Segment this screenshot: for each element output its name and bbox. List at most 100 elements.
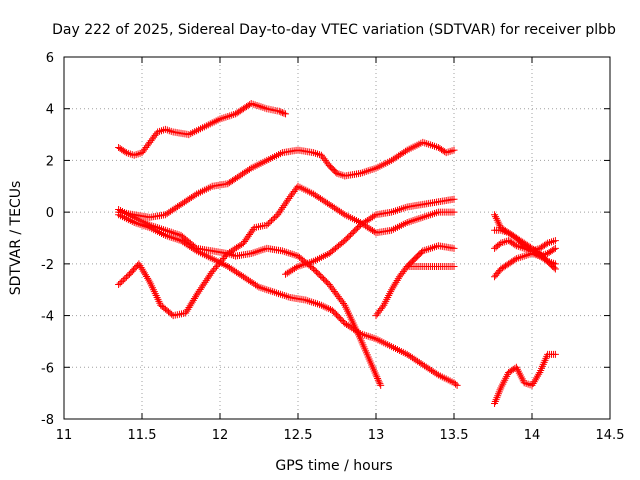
data-point xyxy=(401,147,409,155)
data-point xyxy=(188,298,196,306)
data-point xyxy=(551,350,559,358)
data-point xyxy=(374,374,382,382)
data-point xyxy=(221,253,229,261)
data-point xyxy=(208,268,216,276)
y-axis-label: SDTVAR / TECUs xyxy=(8,181,24,296)
data-point xyxy=(433,370,441,378)
x-tick-label: 13.5 xyxy=(440,428,469,443)
y-tick-label: 0 xyxy=(46,206,54,221)
data-point xyxy=(135,260,143,268)
data-point xyxy=(245,165,253,173)
data-point xyxy=(118,278,126,286)
series-arc-8 xyxy=(403,262,458,270)
data-point xyxy=(191,243,199,251)
data-point xyxy=(212,263,220,271)
data-point xyxy=(197,284,205,292)
data-point xyxy=(325,305,333,313)
grid-lines xyxy=(64,57,610,419)
data-point xyxy=(202,277,210,285)
data-point xyxy=(195,287,203,295)
series-arc-3 xyxy=(115,211,461,389)
data-point xyxy=(214,261,222,269)
y-tick-label: 4 xyxy=(46,103,54,118)
data-point xyxy=(138,265,146,273)
y-tick-label: -8 xyxy=(41,413,54,428)
data-point xyxy=(450,195,458,203)
x-tick-label: 14 xyxy=(524,428,541,443)
series-arc-6 xyxy=(282,195,458,278)
data-point xyxy=(210,266,218,274)
data-point xyxy=(277,108,285,116)
series-arc-2 xyxy=(115,138,458,221)
x-tick-label: 14.5 xyxy=(596,428,625,443)
data-point xyxy=(542,256,550,264)
data-point xyxy=(193,291,201,299)
data-point xyxy=(550,264,558,272)
data-point xyxy=(280,109,288,117)
data-point xyxy=(194,289,202,297)
data-point xyxy=(206,271,214,279)
tick-labels: 11 11.5 12 12.5 13 13.5 14 14.5 -8 -6 -4 -2 0 2 4 6 xyxy=(41,51,624,443)
data-point xyxy=(205,273,213,281)
series-arc-12 xyxy=(491,250,559,281)
data-point xyxy=(287,267,295,275)
data-point xyxy=(269,215,277,223)
data-point xyxy=(511,241,519,249)
data-point xyxy=(201,278,209,286)
data-marks xyxy=(115,100,559,407)
series-arc-5 xyxy=(115,182,458,320)
data-point xyxy=(189,296,197,304)
data-point xyxy=(277,205,285,213)
data-point xyxy=(140,269,148,277)
data-point xyxy=(203,275,211,283)
data-point xyxy=(283,269,291,277)
data-point xyxy=(339,210,347,218)
data-point xyxy=(182,309,190,317)
data-point xyxy=(187,300,195,308)
data-point xyxy=(200,280,208,288)
data-point xyxy=(373,373,381,381)
data-point xyxy=(319,302,327,310)
data-point xyxy=(183,307,191,315)
y-tick-label: -2 xyxy=(41,258,54,273)
data-point xyxy=(370,228,378,236)
data-point xyxy=(285,194,293,202)
data-point xyxy=(370,212,378,220)
series-arc-13 xyxy=(491,350,559,407)
data-point xyxy=(375,378,383,386)
data-point xyxy=(253,282,261,290)
x-tick-label: 11.5 xyxy=(128,428,157,443)
data-point xyxy=(145,276,153,284)
data-point xyxy=(139,267,147,275)
data-point xyxy=(144,274,152,282)
series-arc-10 xyxy=(491,226,559,260)
x-tick-label: 11 xyxy=(56,428,73,443)
data-point xyxy=(275,107,283,115)
data-point xyxy=(340,300,347,308)
data-point xyxy=(186,302,194,310)
data-point xyxy=(136,262,144,270)
data-point xyxy=(199,282,207,290)
data-point xyxy=(551,237,559,245)
x-tick-label: 13 xyxy=(368,428,385,443)
data-point xyxy=(542,240,550,248)
data-point xyxy=(550,245,558,253)
data-point xyxy=(285,268,293,276)
data-point xyxy=(551,244,559,252)
data-point xyxy=(450,244,458,252)
data-point xyxy=(279,203,287,211)
series-arc-1 xyxy=(115,100,290,159)
y-tick-label: 2 xyxy=(46,154,54,169)
data-point xyxy=(263,221,271,229)
data-point xyxy=(119,276,127,284)
data-point xyxy=(124,272,132,280)
data-point xyxy=(192,293,200,301)
data-point xyxy=(266,218,274,226)
data-point xyxy=(264,220,272,228)
plot-frame xyxy=(63,56,611,420)
x-tick-label: 12 xyxy=(212,428,229,443)
data-point xyxy=(289,266,297,274)
data-point xyxy=(495,240,503,248)
series-arc-4 xyxy=(115,206,385,389)
